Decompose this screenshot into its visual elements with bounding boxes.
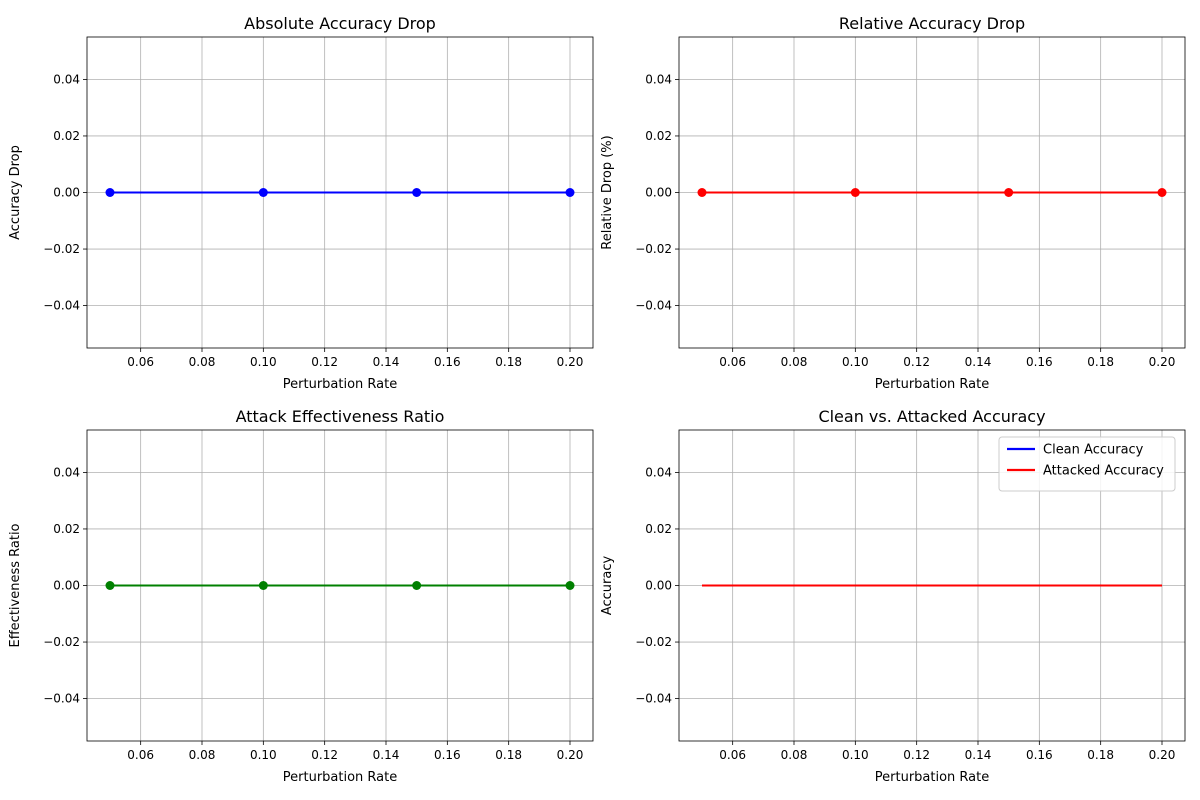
x-tick-label: 0.14 xyxy=(373,748,400,762)
y-tick-label: 0.04 xyxy=(53,465,80,479)
x-tick-label: 0.08 xyxy=(781,355,808,369)
x-tick-label: 0.16 xyxy=(434,748,461,762)
x-tick-label: 0.12 xyxy=(903,748,930,762)
legend-entry: Clean Accuracy xyxy=(1043,443,1144,458)
x-tick-label: 0.08 xyxy=(189,355,216,369)
chart-title: Relative Accuracy Drop xyxy=(839,14,1025,33)
y-tick-label: −0.02 xyxy=(635,242,672,256)
x-tick-label: 0.18 xyxy=(1087,748,1114,762)
y-tick-label: −0.04 xyxy=(43,692,80,706)
data-point xyxy=(258,188,268,197)
x-tick-label: 0.06 xyxy=(719,355,746,369)
chart-panel-1: 0.06 0.08 0.10 0.12 0.14 0.16 0.18 0.20 −0.04 −0.… xyxy=(8,14,594,392)
y-tick-label: 0.00 xyxy=(645,579,672,593)
y-tick-label: −0.04 xyxy=(635,692,672,706)
x-tick-label: 0.10 xyxy=(250,355,277,369)
y-tick-label: −0.04 xyxy=(43,299,80,313)
y-tick-label: −0.04 xyxy=(635,299,672,313)
x-tick-label: 0.08 xyxy=(189,748,216,762)
x-tick-label: 0.18 xyxy=(495,748,522,762)
y-axis-label: Accuracy Drop xyxy=(8,145,23,240)
x-tick-label: 0.12 xyxy=(311,355,338,369)
chart-title: Clean vs. Attacked Accuracy xyxy=(818,407,1045,426)
legend-box xyxy=(998,436,1176,492)
x-tick-label: 0.10 xyxy=(842,355,869,369)
x-tick-label: 0.06 xyxy=(127,355,154,369)
data-point xyxy=(565,188,575,197)
x-tick-label: 0.16 xyxy=(434,355,461,369)
x-tick-label: 0.14 xyxy=(373,355,400,369)
chart-title: Attack Effectiveness Ratio xyxy=(236,407,445,426)
legend-entry: Attacked Accuracy xyxy=(1043,464,1164,479)
data-point xyxy=(1004,188,1014,197)
x-tick-label: 0.18 xyxy=(495,355,522,369)
y-axis-label: Relative Drop (%) xyxy=(600,135,615,249)
x-tick-label: 0.10 xyxy=(250,748,277,762)
data-point xyxy=(412,581,422,590)
y-tick-label: 0.02 xyxy=(53,522,80,536)
x-tick-label: 0.20 xyxy=(1149,748,1176,762)
x-axis-label: Perturbation Rate xyxy=(283,377,397,392)
x-tick-label: 0.12 xyxy=(903,355,930,369)
x-tick-label: 0.16 xyxy=(1026,748,1053,762)
y-tick-label: 0.00 xyxy=(53,186,80,200)
data-point xyxy=(565,581,575,590)
x-tick-label: 0.10 xyxy=(842,748,869,762)
y-axis-label: Effectiveness Ratio xyxy=(8,523,23,647)
data-point xyxy=(1157,188,1167,197)
chart-panel-3: 0.06 0.08 0.10 0.12 0.14 0.16 0.18 0.20 −0.04 −0.… xyxy=(8,407,594,785)
chart-panel-4: 0.06 0.08 0.10 0.12 0.14 0.16 0.18 0.20 −0.04 −0.… xyxy=(600,407,1186,785)
y-tick-label: −0.02 xyxy=(43,242,80,256)
y-tick-label: 0.04 xyxy=(53,72,80,86)
x-axis-label: Perturbation Rate xyxy=(875,377,989,392)
x-tick-label: 0.14 xyxy=(965,355,992,369)
data-point xyxy=(850,188,860,197)
x-tick-label: 0.06 xyxy=(719,748,746,762)
x-tick-label: 0.14 xyxy=(965,748,992,762)
y-tick-label: 0.02 xyxy=(53,129,80,143)
x-tick-label: 0.16 xyxy=(1026,355,1053,369)
x-axis-label: Perturbation Rate xyxy=(875,770,989,785)
legend: Clean Accuracy Attacked Accuracy xyxy=(998,436,1176,492)
data-point xyxy=(105,188,115,197)
data-point xyxy=(412,188,422,197)
y-tick-label: 0.02 xyxy=(645,522,672,536)
y-axis-label: Accuracy xyxy=(600,556,615,616)
x-tick-label: 0.20 xyxy=(1149,355,1176,369)
x-tick-label: 0.18 xyxy=(1087,355,1114,369)
chart-title: Absolute Accuracy Drop xyxy=(244,14,436,33)
x-tick-label: 0.12 xyxy=(311,748,338,762)
chart-panel-2: 0.06 0.08 0.10 0.12 0.14 0.16 0.18 0.20 −0.04 −0.… xyxy=(600,14,1186,392)
data-point xyxy=(697,188,707,197)
y-tick-label: 0.00 xyxy=(53,579,80,593)
x-axis-label: Perturbation Rate xyxy=(283,770,397,785)
data-point xyxy=(105,581,115,590)
y-tick-label: 0.00 xyxy=(645,186,672,200)
y-tick-label: 0.02 xyxy=(645,129,672,143)
y-tick-label: −0.02 xyxy=(43,635,80,649)
x-tick-label: 0.20 xyxy=(557,748,584,762)
y-tick-label: 0.04 xyxy=(645,72,672,86)
y-tick-label: 0.04 xyxy=(645,465,672,479)
x-tick-label: 0.06 xyxy=(127,748,154,762)
data-point xyxy=(258,581,268,590)
x-tick-label: 0.20 xyxy=(557,355,584,369)
x-tick-label: 0.08 xyxy=(781,748,808,762)
y-tick-label: −0.02 xyxy=(635,635,672,649)
